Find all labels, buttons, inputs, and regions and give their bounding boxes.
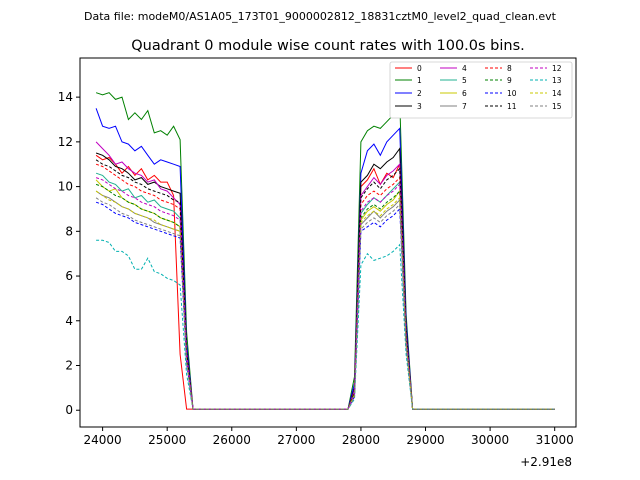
x-tick-label: 29000 xyxy=(406,433,444,447)
series-layer xyxy=(95,92,555,410)
x-tick-label: 25000 xyxy=(148,433,186,447)
chart-title: Quadrant 0 module wise count rates with … xyxy=(131,38,525,54)
y-tick-label: 10 xyxy=(58,180,73,194)
legend-label-10: 10 xyxy=(507,89,517,98)
legend-label-7: 7 xyxy=(462,102,467,111)
legend-frame xyxy=(389,61,573,119)
y-tick-label: 6 xyxy=(65,269,73,283)
y-axis: 0 2 4 6 8 10 12 14 xyxy=(58,90,80,417)
x-tick-label: 28000 xyxy=(342,433,380,447)
x-tick-label: 27000 xyxy=(277,433,315,447)
y-tick-label: 0 xyxy=(65,403,73,417)
legend-label-2: 2 xyxy=(417,89,422,98)
x-axis: 24000 25000 26000 27000 28000 29000 30000 31000 xyxy=(84,427,574,447)
y-tick-label: 8 xyxy=(65,224,73,238)
legend-label-0: 0 xyxy=(417,64,422,73)
legend-label-11: 11 xyxy=(507,102,517,111)
legend-label-12: 12 xyxy=(552,64,562,73)
y-tick-label: 14 xyxy=(58,90,73,104)
legend-label-15: 15 xyxy=(552,102,562,111)
x-tick-label: 26000 xyxy=(213,433,251,447)
y-tick-label: 4 xyxy=(65,314,73,328)
legend-label-6: 6 xyxy=(462,89,467,98)
legend-label-8: 8 xyxy=(507,64,512,73)
x-tick-label: 24000 xyxy=(84,433,122,447)
series-line-15 xyxy=(95,197,555,410)
y-tick-label: 12 xyxy=(58,135,73,149)
legend-label-4: 4 xyxy=(462,64,467,73)
legend-label-5: 5 xyxy=(462,76,467,85)
legend-label-13: 13 xyxy=(552,76,562,85)
plot-area xyxy=(79,57,577,428)
legend-label-14: 14 xyxy=(552,89,562,98)
legend-label-3: 3 xyxy=(417,102,422,111)
x-offset-label: +2.91e8 xyxy=(520,455,572,469)
x-tick-label: 30000 xyxy=(471,433,509,447)
x-tick-label: 31000 xyxy=(536,433,574,447)
series-line-8 xyxy=(95,163,555,410)
y-tick-label: 2 xyxy=(65,359,73,373)
chart-suptitle: Data file: modeM0/AS1A05_173T01_90000028… xyxy=(84,10,557,23)
series-line-11 xyxy=(95,159,555,410)
series-line-14 xyxy=(95,190,555,410)
legend-label-1: 1 xyxy=(417,76,422,85)
legend-label-9: 9 xyxy=(507,76,512,85)
